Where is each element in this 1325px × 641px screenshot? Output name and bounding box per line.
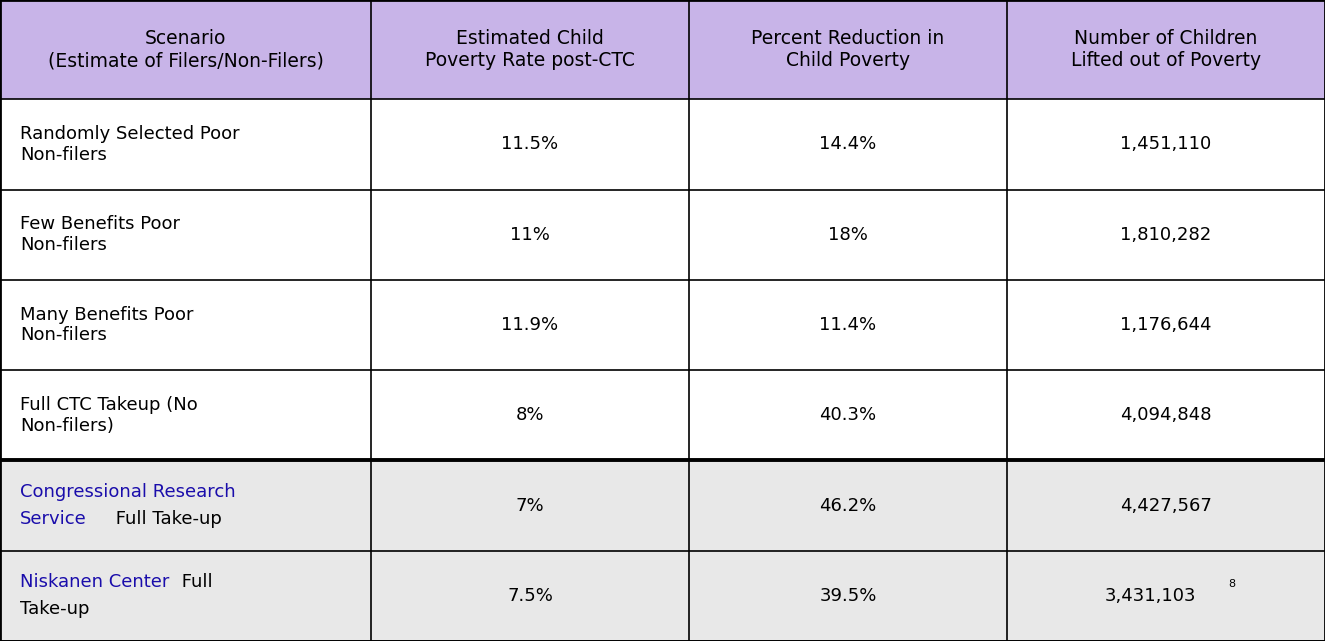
Text: 4,094,848: 4,094,848 bbox=[1120, 406, 1212, 424]
Bar bbox=[1007, 370, 1325, 460]
Text: 3,431,103: 3,431,103 bbox=[1104, 587, 1196, 605]
Bar bbox=[0, 0, 371, 99]
Text: 7.5%: 7.5% bbox=[507, 587, 553, 605]
Bar bbox=[1007, 190, 1325, 280]
Text: Full: Full bbox=[176, 573, 213, 591]
Bar bbox=[0, 551, 371, 641]
Text: 8%: 8% bbox=[515, 406, 545, 424]
Text: Congressional Research: Congressional Research bbox=[20, 483, 236, 501]
Bar bbox=[1007, 0, 1325, 99]
Text: 1,451,110: 1,451,110 bbox=[1121, 135, 1211, 153]
Bar bbox=[1007, 99, 1325, 190]
Bar bbox=[0, 370, 371, 460]
Bar bbox=[371, 370, 689, 460]
Text: Take-up: Take-up bbox=[20, 601, 89, 619]
Text: Few Benefits Poor
Non-filers: Few Benefits Poor Non-filers bbox=[20, 215, 180, 254]
Text: 11.5%: 11.5% bbox=[501, 135, 559, 153]
Bar bbox=[0, 280, 371, 370]
Text: 14.4%: 14.4% bbox=[819, 135, 877, 153]
Text: Scenario
(Estimate of Filers/Non-Filers): Scenario (Estimate of Filers/Non-Filers) bbox=[48, 29, 323, 70]
Text: Estimated Child
Poverty Rate post-CTC: Estimated Child Poverty Rate post-CTC bbox=[425, 29, 635, 70]
Text: 11.4%: 11.4% bbox=[819, 316, 877, 334]
Bar bbox=[371, 280, 689, 370]
Bar bbox=[371, 551, 689, 641]
Text: Percent Reduction in
Child Poverty: Percent Reduction in Child Poverty bbox=[751, 29, 945, 70]
Text: 39.5%: 39.5% bbox=[819, 587, 877, 605]
Text: Randomly Selected Poor
Non-filers: Randomly Selected Poor Non-filers bbox=[20, 125, 240, 164]
Bar bbox=[689, 551, 1007, 641]
Bar bbox=[371, 190, 689, 280]
Text: 4,427,567: 4,427,567 bbox=[1120, 497, 1212, 515]
Text: 11.9%: 11.9% bbox=[501, 316, 559, 334]
Bar bbox=[0, 190, 371, 280]
Text: 1,810,282: 1,810,282 bbox=[1121, 226, 1211, 244]
Text: 46.2%: 46.2% bbox=[819, 497, 877, 515]
Bar bbox=[0, 460, 371, 551]
Bar bbox=[689, 460, 1007, 551]
Bar bbox=[689, 99, 1007, 190]
Bar bbox=[689, 0, 1007, 99]
Bar bbox=[689, 190, 1007, 280]
Text: 18%: 18% bbox=[828, 226, 868, 244]
Text: Service: Service bbox=[20, 510, 86, 528]
Bar bbox=[371, 99, 689, 190]
Bar bbox=[0, 551, 371, 641]
Bar bbox=[371, 0, 689, 99]
Text: Many Benefits Poor
Non-filers: Many Benefits Poor Non-filers bbox=[20, 306, 193, 344]
Text: 7%: 7% bbox=[515, 497, 545, 515]
Text: 11%: 11% bbox=[510, 226, 550, 244]
Bar bbox=[371, 460, 689, 551]
Text: Full Take-up: Full Take-up bbox=[110, 510, 221, 528]
Bar bbox=[1007, 280, 1325, 370]
Bar bbox=[0, 99, 371, 190]
Bar bbox=[1007, 460, 1325, 551]
Bar bbox=[689, 370, 1007, 460]
Bar bbox=[689, 280, 1007, 370]
Text: Full CTC Takeup (No
Non-filers): Full CTC Takeup (No Non-filers) bbox=[20, 396, 197, 435]
Text: 8: 8 bbox=[1228, 579, 1236, 589]
Text: Number of Children
Lifted out of Poverty: Number of Children Lifted out of Poverty bbox=[1071, 29, 1261, 70]
Text: 40.3%: 40.3% bbox=[819, 406, 877, 424]
Bar bbox=[1007, 551, 1325, 641]
Bar bbox=[0, 460, 371, 551]
Text: 1,176,644: 1,176,644 bbox=[1120, 316, 1212, 334]
Text: Niskanen Center: Niskanen Center bbox=[20, 573, 170, 591]
